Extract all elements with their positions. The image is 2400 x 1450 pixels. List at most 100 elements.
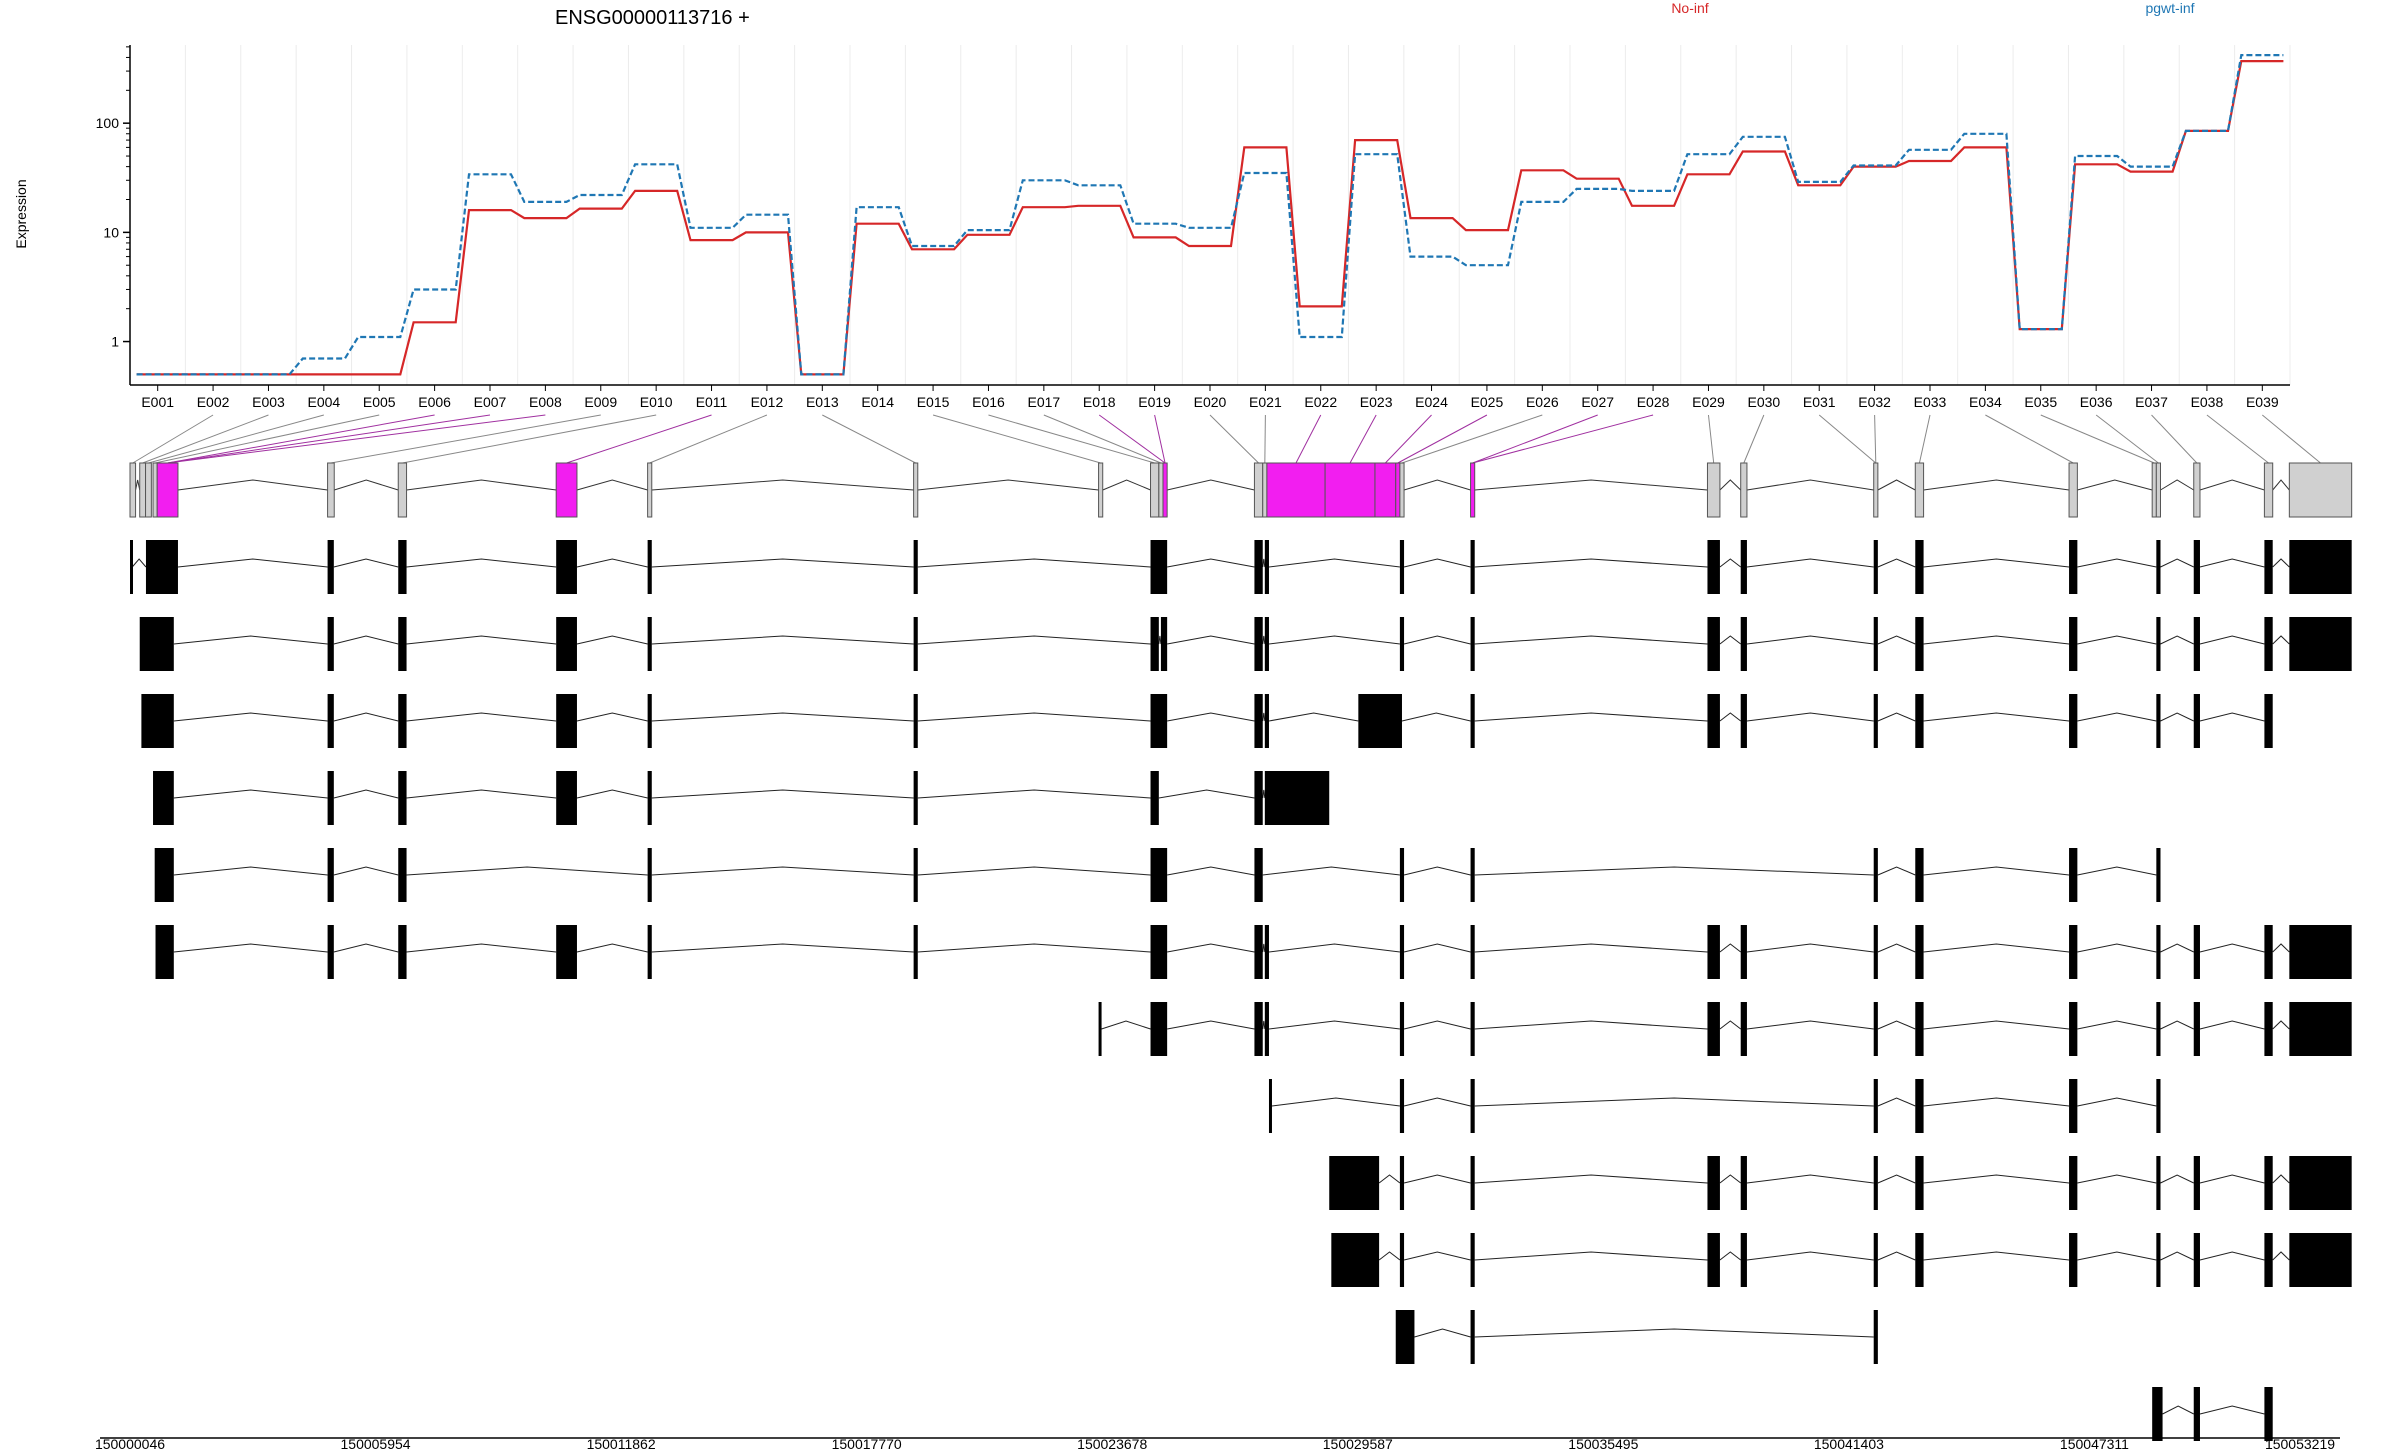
transcript-exon bbox=[1470, 1002, 1475, 1056]
transcript-exon bbox=[1358, 694, 1402, 748]
transcript-exon bbox=[398, 540, 407, 594]
intron-connector bbox=[406, 479, 557, 491]
exon-bin-highlighted bbox=[1395, 462, 1401, 518]
exon-bin bbox=[1150, 462, 1160, 518]
transcript-intron bbox=[1746, 943, 1874, 953]
transcript-exon bbox=[2193, 1156, 2200, 1210]
exon-link bbox=[1401, 414, 1543, 464]
exon-label-e020: E020 bbox=[1194, 394, 1227, 410]
exon-link bbox=[2206, 414, 2269, 464]
exon-bin-highlighted bbox=[555, 462, 578, 518]
transcript-intron bbox=[1719, 635, 1742, 645]
transcript-10 bbox=[1331, 1233, 2352, 1287]
exon-label-e028: E028 bbox=[1637, 394, 1670, 410]
transcript-exon bbox=[647, 848, 652, 902]
transcript-intron bbox=[1923, 558, 2070, 568]
transcript-exon bbox=[398, 848, 407, 902]
genomic-tick-label: 150029587 bbox=[1323, 1436, 1393, 1450]
transcript-intron bbox=[1167, 712, 1255, 722]
transcript-intron bbox=[2077, 712, 2157, 722]
transcript-exon bbox=[154, 848, 174, 902]
y-axis-label: Expression bbox=[13, 179, 29, 248]
intron-connector bbox=[177, 479, 328, 491]
transcript-exon bbox=[2264, 694, 2273, 748]
intron-connector bbox=[1746, 479, 1874, 491]
transcript-exon bbox=[1470, 617, 1475, 671]
transcript-exon bbox=[2193, 1002, 2200, 1056]
transcript-intron bbox=[1474, 1328, 1874, 1338]
transcript-exon bbox=[2289, 1233, 2352, 1287]
transcript-intron bbox=[1474, 712, 1708, 722]
transcript-exon bbox=[2156, 1079, 2161, 1133]
exon-bin bbox=[1262, 462, 1268, 518]
transcript-5 bbox=[154, 848, 2161, 902]
exon-label-e021: E021 bbox=[1249, 394, 1282, 410]
exon-link bbox=[932, 414, 1101, 464]
transcript-exon bbox=[1399, 540, 1405, 594]
transcript-intron bbox=[1101, 1020, 1151, 1030]
transcript-intron bbox=[1474, 1097, 1874, 1107]
transcript-intron bbox=[2162, 1405, 2194, 1415]
transcript-intron bbox=[1268, 712, 1359, 722]
exon-bin-highlighted bbox=[1266, 462, 1326, 518]
transcript-11 bbox=[1395, 1310, 1878, 1364]
legend-entry-pgwt-inf: pgwt-inf bbox=[2145, 0, 2194, 16]
transcript-exon bbox=[2193, 925, 2200, 979]
transcript-exon bbox=[556, 540, 577, 594]
transcript-exon bbox=[398, 617, 407, 671]
exon-label-e036: E036 bbox=[2080, 394, 2113, 410]
transcript-exon bbox=[327, 848, 334, 902]
genomic-tick-label: 150017770 bbox=[832, 1436, 902, 1450]
vertical-gridlines bbox=[129, 45, 2291, 385]
transcript-exon bbox=[2264, 925, 2273, 979]
intron-connector bbox=[1719, 479, 1742, 491]
transcript-intron bbox=[2199, 1020, 2265, 1030]
exon-label-e035: E035 bbox=[2024, 394, 2057, 410]
exon-bin bbox=[2155, 462, 2161, 518]
transcript-3 bbox=[141, 694, 2273, 748]
transcript-intron bbox=[2272, 558, 2290, 568]
transcript-exon bbox=[1470, 1156, 1475, 1210]
transcript-intron bbox=[1923, 1174, 2070, 1184]
transcript-intron bbox=[2077, 866, 2157, 876]
transcript-intron bbox=[1746, 635, 1874, 645]
transcript-intron bbox=[1923, 712, 2070, 722]
transcript-6 bbox=[155, 925, 2352, 979]
transcript-exon bbox=[2289, 617, 2352, 671]
transcript-exon bbox=[327, 617, 334, 671]
transcript-intron bbox=[917, 635, 1151, 645]
exon-link bbox=[154, 414, 380, 464]
transcript-exon bbox=[647, 771, 652, 825]
transcript-exon bbox=[913, 848, 918, 902]
transcript-intron bbox=[1923, 635, 2070, 645]
transcript-exon bbox=[1399, 1079, 1405, 1133]
transcript-intron bbox=[1474, 635, 1708, 645]
exon-bin bbox=[1740, 462, 1748, 518]
transcript-exon bbox=[1915, 694, 1924, 748]
transcript-exon bbox=[1873, 1156, 1878, 1210]
exon-label-e006: E006 bbox=[418, 394, 451, 410]
transcript-12 bbox=[2152, 1387, 2273, 1441]
transcript-intron bbox=[1262, 866, 1400, 876]
transcript-intron bbox=[2077, 943, 2157, 953]
transcript-exon bbox=[1873, 617, 1878, 671]
transcript-exon bbox=[1399, 925, 1405, 979]
transcript-exon bbox=[2264, 1156, 2273, 1210]
transcript-intron bbox=[1403, 943, 1471, 953]
exon-label-e026: E026 bbox=[1526, 394, 1559, 410]
y-tick-label: 10 bbox=[103, 224, 119, 240]
transcript-intron bbox=[2272, 1020, 2290, 1030]
exon-label-e002: E002 bbox=[197, 394, 230, 410]
transcript-exon bbox=[2069, 1156, 2078, 1210]
transcript-exon bbox=[1399, 1156, 1405, 1210]
transcript-intron bbox=[1167, 943, 1255, 953]
transcript-intron bbox=[1719, 712, 1742, 722]
transcript-exon bbox=[1150, 848, 1168, 902]
transcript-exon bbox=[1399, 848, 1405, 902]
transcript-intron bbox=[1474, 866, 1874, 876]
exon-link bbox=[1472, 414, 1598, 464]
transcript-2 bbox=[139, 617, 2352, 671]
exon-label-e023: E023 bbox=[1360, 394, 1393, 410]
transcript-exon bbox=[1915, 1156, 1924, 1210]
transcript-intron bbox=[1719, 1251, 1742, 1261]
